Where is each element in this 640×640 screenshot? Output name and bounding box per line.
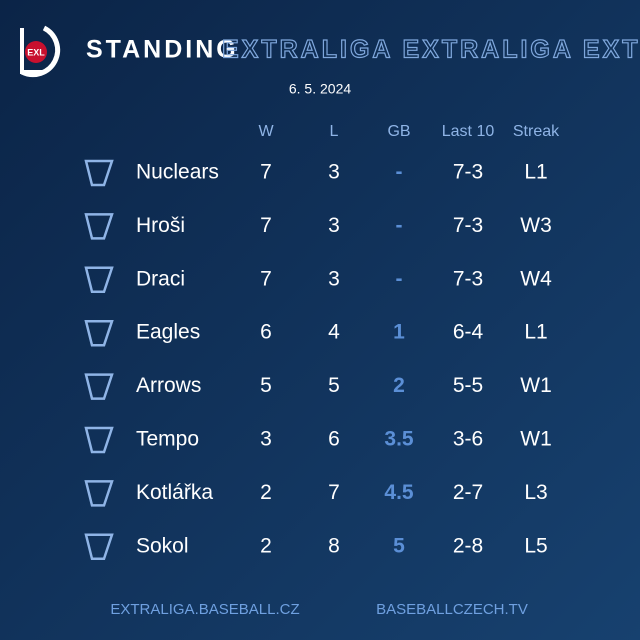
team-logo bbox=[84, 533, 114, 561]
cell-w: 2 bbox=[260, 534, 272, 557]
cell-last10: 2-8 bbox=[453, 534, 483, 557]
team-logo bbox=[84, 266, 114, 294]
team-name: Eagles bbox=[136, 321, 200, 344]
team-logo bbox=[84, 480, 114, 507]
cell-last10: 2-7 bbox=[453, 481, 483, 504]
cell-l: 3 bbox=[328, 161, 340, 184]
cell-streak: L3 bbox=[524, 481, 547, 504]
cell-gb: 1 bbox=[393, 321, 405, 344]
title: STANDING bbox=[86, 36, 239, 64]
team-logo bbox=[84, 319, 114, 347]
cell-w: 7 bbox=[260, 214, 272, 237]
cell-gb: 3.5 bbox=[384, 428, 414, 451]
cell-last10: 5-5 bbox=[453, 374, 483, 397]
cell-gb: - bbox=[396, 161, 403, 184]
cell-last10: 7-3 bbox=[453, 161, 483, 184]
cell-l: 8 bbox=[328, 534, 340, 557]
cell-streak: W1 bbox=[520, 428, 552, 451]
team-name: Draci bbox=[136, 267, 185, 290]
cell-gb: 2 bbox=[393, 374, 405, 397]
cell-gb: 4.5 bbox=[384, 481, 414, 504]
cell-streak: L1 bbox=[524, 161, 547, 184]
team-name: Sokol bbox=[136, 534, 189, 557]
cell-streak: W3 bbox=[520, 214, 552, 237]
column-header: Last 10 bbox=[442, 123, 495, 140]
banner: EXTRALIGA EXTRALIGA EXTRALIG bbox=[222, 36, 640, 64]
cell-gb: - bbox=[396, 214, 403, 237]
cell-l: 7 bbox=[328, 481, 340, 504]
team-logo bbox=[84, 159, 114, 187]
cell-l: 4 bbox=[328, 321, 340, 344]
cell-last10: 3-6 bbox=[453, 428, 483, 451]
cell-w: 5 bbox=[260, 374, 272, 397]
cell-streak: W4 bbox=[520, 267, 552, 290]
cell-l: 5 bbox=[328, 374, 340, 397]
column-header: L bbox=[330, 123, 339, 140]
team-name: Hroši bbox=[136, 214, 185, 237]
cell-w: 2 bbox=[260, 481, 272, 504]
cell-last10: 6-4 bbox=[453, 321, 484, 344]
team-name: Kotlářka bbox=[136, 481, 213, 504]
cell-streak: L5 bbox=[524, 534, 547, 557]
cell-gb: - bbox=[396, 267, 403, 290]
cell-w: 3 bbox=[260, 428, 272, 451]
team-logo bbox=[84, 213, 114, 240]
footer-link[interactable]: BASEBALLCZECH.TV bbox=[376, 601, 528, 618]
team-name: Arrows bbox=[136, 374, 201, 397]
team-logo bbox=[84, 426, 114, 454]
cell-last10: 7-3 bbox=[453, 267, 483, 290]
cell-gb: 5 bbox=[393, 534, 405, 557]
footer-link[interactable]: EXTRALIGA.BASEBALL.CZ bbox=[110, 601, 299, 618]
cell-l: 3 bbox=[328, 214, 340, 237]
cell-l: 3 bbox=[328, 267, 340, 290]
team-logo bbox=[84, 373, 114, 400]
cell-streak: W1 bbox=[520, 374, 552, 397]
column-header: W bbox=[258, 123, 274, 140]
cell-w: 7 bbox=[260, 161, 272, 184]
cell-w: 7 bbox=[260, 267, 272, 290]
column-header: Streak bbox=[513, 123, 560, 140]
cell-last10: 7-3 bbox=[453, 214, 483, 237]
cell-streak: L1 bbox=[524, 321, 547, 344]
logo: EXL bbox=[20, 25, 61, 78]
team-name: Nuclears bbox=[136, 161, 219, 184]
team-name: Tempo bbox=[136, 428, 199, 451]
cell-w: 6 bbox=[260, 321, 272, 344]
date: 6. 5. 2024 bbox=[289, 81, 351, 97]
logo-text: EXL bbox=[27, 47, 45, 57]
column-header: GB bbox=[387, 123, 410, 140]
cell-l: 6 bbox=[328, 428, 340, 451]
